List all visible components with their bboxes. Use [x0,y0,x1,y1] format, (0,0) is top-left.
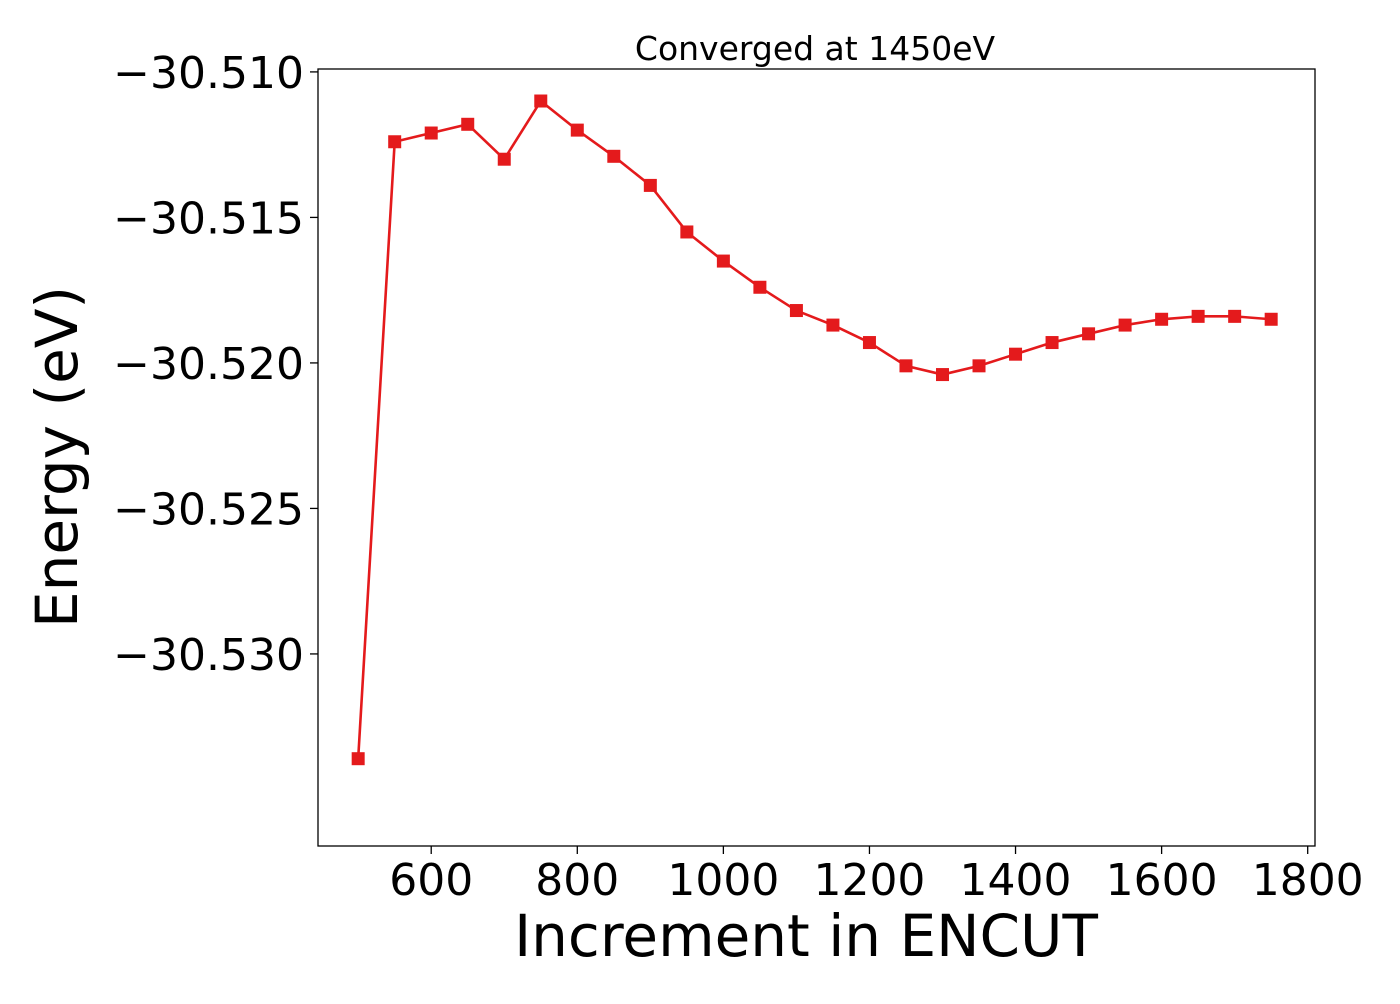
data-point-marker [972,359,986,373]
data-point-marker [570,123,584,137]
x-ticks: 600 800 1000 1200 1400 1600 1800 [389,846,1364,906]
data-point-marker [1045,336,1059,350]
data-point-marker [1191,309,1205,323]
data-point-marker [497,152,511,166]
data-point-marker [935,368,949,382]
series-line [356,99,1272,759]
data-point-marker [1082,327,1096,341]
data-point-marker [899,359,913,373]
data-point-marker [461,117,475,131]
data-point-marker [1264,312,1278,326]
data-point-marker [643,178,657,192]
y-tick-label: −30.520 [113,339,304,390]
data-point-marker [753,280,767,294]
data-point-marker [534,94,548,108]
data-point-marker [716,254,730,268]
series-layer [351,94,1278,766]
x-tick-label: 1000 [667,855,779,906]
x-tick-label: 1800 [1252,855,1364,906]
x-tick-label: 1600 [1106,855,1218,906]
y-tick-label: −30.510 [113,48,304,99]
data-point-marker [1228,309,1242,323]
data-point-marker [351,752,365,766]
y-axis-label: Energy (eV) [23,286,91,628]
data-point-marker [1118,318,1132,332]
plot-frame [317,68,1316,847]
data-point-marker [607,149,621,163]
x-tick-label: 1200 [813,855,925,906]
x-tick-label: 1400 [960,855,1072,906]
data-point-marker [862,336,876,350]
x-tick-label: 600 [389,855,473,906]
x-tick-label: 800 [535,855,619,906]
data-point-marker [1009,347,1023,361]
data-point-marker [680,225,694,239]
data-point-marker [789,304,803,318]
x-axis-label: Increment in ENCUT [514,902,1098,970]
y-ticks: −30.510 −30.515 −30.520 −30.525 −30.530 [113,48,318,681]
chart-title: Converged at 1450eV [635,29,996,68]
data-point-marker [424,126,438,140]
data-point-marker [1155,312,1169,326]
data-point-marker [826,318,840,332]
y-tick-label: −30.525 [113,484,304,535]
data-point-marker [388,135,402,149]
y-tick-label: −30.530 [113,630,304,681]
y-tick-label: −30.515 [113,193,304,244]
